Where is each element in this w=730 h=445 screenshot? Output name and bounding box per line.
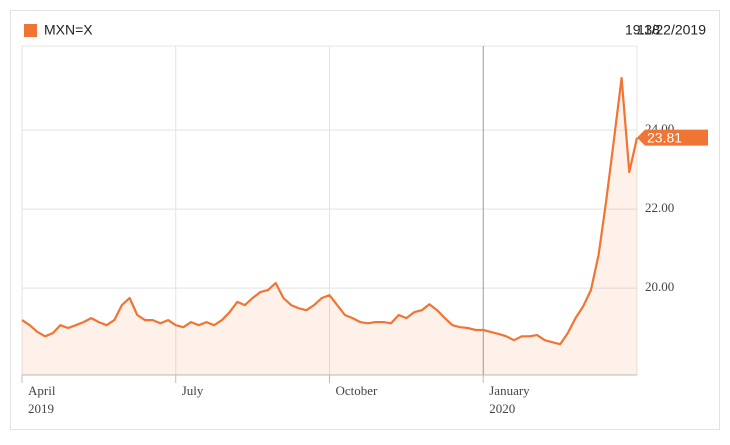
last-value-marker [637,129,708,146]
readout-value: 19.38 [625,22,660,38]
y-tick-label: 20.00 [645,279,674,294]
area [22,78,637,375]
legend-swatch [24,24,37,37]
legend-label: MXN=X [44,22,93,38]
x-tick-year: 2019 [28,401,54,416]
last-value-label: 23.81 [647,129,682,145]
x-tick-label: January [489,383,530,398]
readout-date: 11/22/2019 [637,22,706,38]
y-tick-label: 22.00 [645,200,674,215]
x-tick-label: April [28,383,56,398]
x-tick-label: July [182,383,204,398]
x-tick-label: October [336,383,379,398]
frame [10,10,720,430]
x-tick-year: 2020 [489,401,515,416]
line [21,76,639,346]
